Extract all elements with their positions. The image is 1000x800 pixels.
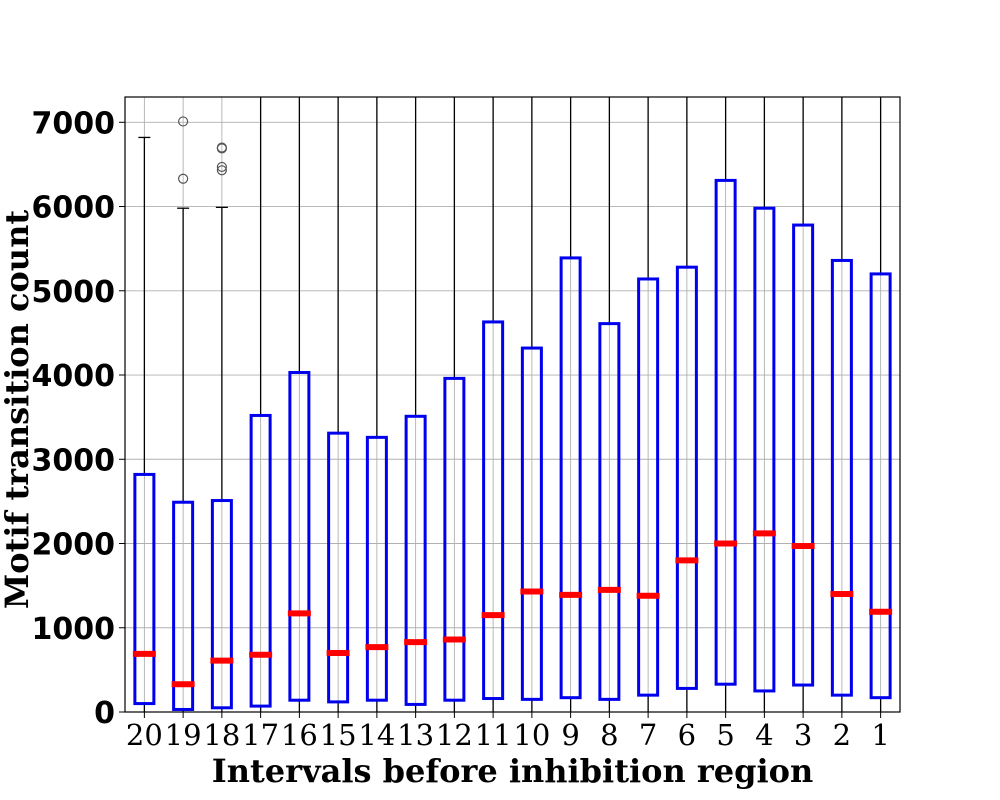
box-iqr [327,431,350,704]
outliers [178,116,227,184]
medians [132,530,893,688]
y-tick-label: 2000 [32,528,116,563]
y-tick-label: 6000 [32,191,116,226]
x-tick-label: 12 [436,718,473,752]
x-tick-label: 5 [716,718,734,752]
box-iqr [714,178,737,686]
x-tick-label: 19 [165,718,202,752]
x-axis-title: Intervals before inhibition region [212,752,814,790]
box-iqr [288,370,311,702]
box-iqr [482,320,505,701]
y-tick-label: 5000 [32,275,116,310]
box-iqr [133,472,156,706]
outlier-point [216,161,227,173]
x-tick-label: 8 [600,718,618,752]
box-iqr [792,223,815,687]
box-iqr [753,206,776,693]
box-iqr [404,414,427,706]
x-tick-label: 15 [320,718,357,752]
x-tick-label: 3 [794,718,812,752]
box-iqr [869,272,892,700]
box-iqr [249,413,272,708]
x-tick-label: 20 [126,718,163,752]
box-iqr [830,258,853,697]
box-iqr [675,265,698,690]
box-iqr [443,376,466,702]
outlier-point [216,142,227,153]
x-tick-label: 17 [242,718,279,752]
x-tick-label: 9 [561,718,579,752]
box-iqr [598,322,621,701]
plot-area-frame [124,96,901,713]
x-tick-label: 7 [639,718,657,752]
box-iqr [172,500,195,711]
y-axis-ticks: 0 1000 2000 3000 4000 5000 6000 7000 [32,106,125,731]
x-tick-label: 2 [833,718,851,752]
y-tick-label: 4000 [32,359,116,394]
box-iqr [520,346,543,701]
x-tick-label: 16 [281,718,318,752]
y-axis-title: Motif transition count [0,210,36,609]
x-tick-label: 11 [475,718,512,752]
y-tick-label: 0 [94,696,115,731]
outlier-point [216,165,227,176]
x-tick-label: 13 [397,718,434,752]
y-tick-label: 3000 [32,443,116,478]
outlier-point [178,173,189,184]
outlier-point [178,116,189,127]
x-tick-label: 14 [358,718,395,752]
box-iqr [559,256,582,700]
box-iqr [637,277,660,697]
boxes [133,178,892,711]
y-tick-label: 1000 [32,612,116,647]
x-tick-label: 18 [203,718,240,752]
x-tick-label: 1 [871,718,889,752]
whiskers [138,97,882,712]
x-tick-label: 4 [755,718,773,752]
x-axis-ticks: 20 19 18 17 16 15 14 13 12 11 10 9 8 7 6 5 4 3 2 1 [126,712,890,752]
x-tick-label: 6 [678,718,696,752]
grid-lines [125,97,900,713]
y-tick-label: 7000 [32,106,116,141]
box-iqr [365,435,388,702]
x-tick-label: 10 [513,718,550,752]
box-iqr [210,499,233,710]
